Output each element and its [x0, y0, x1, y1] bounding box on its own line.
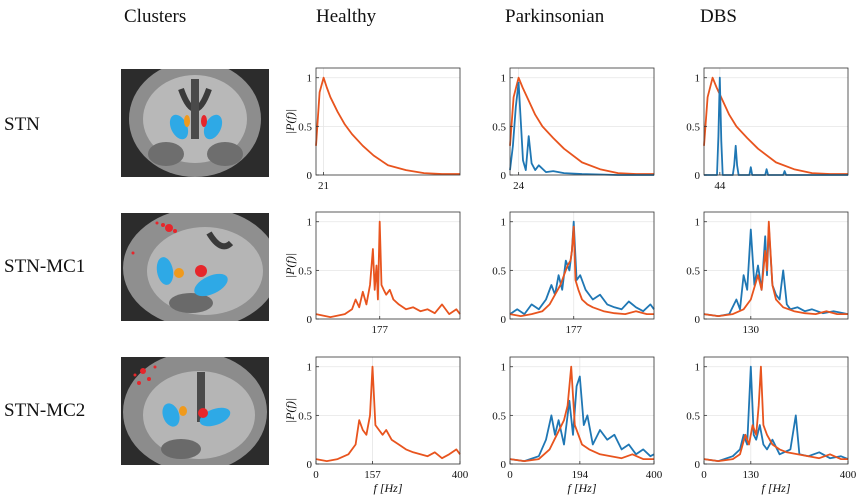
x-tick-label: 130 — [743, 324, 760, 336]
row-label-stn-mc2: STN-MC2 — [4, 400, 86, 421]
x-tick-label: 0 — [507, 469, 513, 481]
y-tick-label: 0 — [307, 170, 313, 182]
y-tick-label: 0 — [501, 459, 507, 471]
cluster-image-stn-mc1 — [121, 213, 269, 321]
chart-stn-mc1-dbs: 0 0.5 1 130 — [686, 211, 849, 336]
y-tick-label: 0.5 — [492, 121, 506, 133]
series-line-orange — [509, 225, 654, 318]
axes-frame — [315, 67, 461, 176]
x-tick-label: 0 — [313, 469, 319, 481]
y-tick-label: 0 — [307, 314, 313, 326]
y-tick-label: 0 — [695, 459, 701, 471]
y-tick-label: 0.5 — [492, 265, 506, 277]
series-line-blue — [509, 220, 655, 316]
x-tick-label: 194 — [572, 469, 589, 481]
y-axis-label: |P(f)| — [283, 109, 297, 134]
chart-stn-mc1-parkinsonian: 0 0.5 1 177 — [492, 211, 655, 336]
y-tick-label: 1 — [695, 217, 701, 229]
series-line-orange — [509, 365, 654, 463]
y-tick-label: 0 — [307, 459, 313, 471]
y-tick-label: 1 — [501, 73, 507, 85]
series-line-blue — [703, 225, 849, 318]
axes-frame — [315, 356, 461, 465]
series-line-orange — [315, 365, 461, 463]
x-tick-label: 400 — [452, 469, 469, 481]
y-tick-label: 1 — [307, 362, 313, 374]
x-tick-label: 44 — [714, 180, 726, 192]
column-header-clusters: Clusters — [124, 6, 187, 27]
column-header-healthy: Healthy — [316, 6, 377, 27]
series-line-blue — [509, 375, 655, 463]
chart-stn-mc1-healthy: 0 0.5 1 177 |P(f)| — [283, 211, 461, 336]
y-tick-label: 1 — [307, 73, 313, 85]
chart-stn-mc2-healthy: 0 0.5 1 0 157 400 |P(f)| f [Hz] — [283, 356, 469, 495]
row-label-stn-mc1: STN-MC1 — [4, 256, 86, 277]
x-tick-label: 400 — [646, 469, 663, 481]
chart-stn-healthy: 0 0.5 1 21 |P(f)| — [283, 67, 461, 192]
y-tick-label: 0.5 — [298, 121, 312, 133]
row-label-stn: STN — [4, 114, 40, 135]
y-tick-label: 0.5 — [492, 410, 506, 422]
y-tick-label: 0 — [501, 170, 507, 182]
cluster-image-stn — [121, 69, 269, 177]
y-tick-label: 0.5 — [298, 410, 312, 422]
x-axis-label: f [Hz] — [761, 481, 790, 495]
x-axis-label: f [Hz] — [373, 481, 402, 495]
y-tick-label: 0.5 — [686, 265, 700, 277]
axes-frame — [703, 211, 849, 320]
axes-frame — [509, 211, 655, 320]
y-tick-label: 1 — [695, 73, 701, 85]
series-line-blue — [509, 81, 654, 176]
chart-stn-mc2-parkinsonian: 0 0.5 1 0 194 400 f [Hz] — [492, 356, 663, 495]
series-line-orange — [703, 76, 848, 175]
chart-stn-mc2-dbs: 0 0.5 1 0 130 400 f [Hz] — [686, 356, 857, 495]
y-tick-label: 0.5 — [686, 121, 700, 133]
y-tick-label: 1 — [501, 362, 507, 374]
y-tick-label: 0.5 — [686, 410, 700, 422]
axes-frame — [703, 356, 849, 465]
axes-frame — [509, 67, 655, 176]
chart-stn-parkinsonian: 0 0.5 1 24 — [492, 67, 655, 192]
x-tick-label: 177 — [565, 324, 582, 336]
x-tick-label: 24 — [513, 180, 525, 192]
x-tick-label: 177 — [371, 324, 388, 336]
x-tick-label: 400 — [840, 469, 857, 481]
x-tick-label: 21 — [318, 180, 329, 192]
y-axis-label: |P(f)| — [283, 253, 297, 278]
y-tick-label: 0.5 — [298, 265, 312, 277]
x-tick-label: 0 — [701, 469, 707, 481]
axes-frame — [509, 356, 655, 465]
axes-frame — [315, 211, 461, 320]
series-line-orange — [703, 220, 848, 318]
series-line-blue — [703, 365, 849, 463]
x-axis-label: f [Hz] — [567, 481, 596, 495]
y-tick-label: 0 — [501, 314, 507, 326]
y-tick-label: 1 — [695, 362, 701, 374]
y-tick-label: 0 — [695, 314, 701, 326]
series-line-orange — [315, 220, 461, 319]
y-tick-label: 1 — [307, 217, 313, 229]
chart-stn-dbs: 0 0.5 1 44 — [686, 67, 849, 192]
y-axis-label: |P(f)| — [283, 398, 297, 423]
cluster-image-stn-mc2 — [121, 357, 269, 465]
y-tick-label: 1 — [501, 217, 507, 229]
series-line-orange — [509, 76, 654, 175]
x-tick-label: 157 — [364, 469, 381, 481]
series-line-orange — [703, 365, 848, 463]
x-tick-label: 130 — [743, 469, 760, 481]
axes-frame — [703, 67, 849, 176]
column-header-parkinsonian: Parkinsonian — [505, 6, 605, 27]
series-line-orange — [315, 76, 460, 175]
column-header-dbs: DBS — [700, 6, 737, 27]
y-tick-label: 0 — [695, 170, 701, 182]
